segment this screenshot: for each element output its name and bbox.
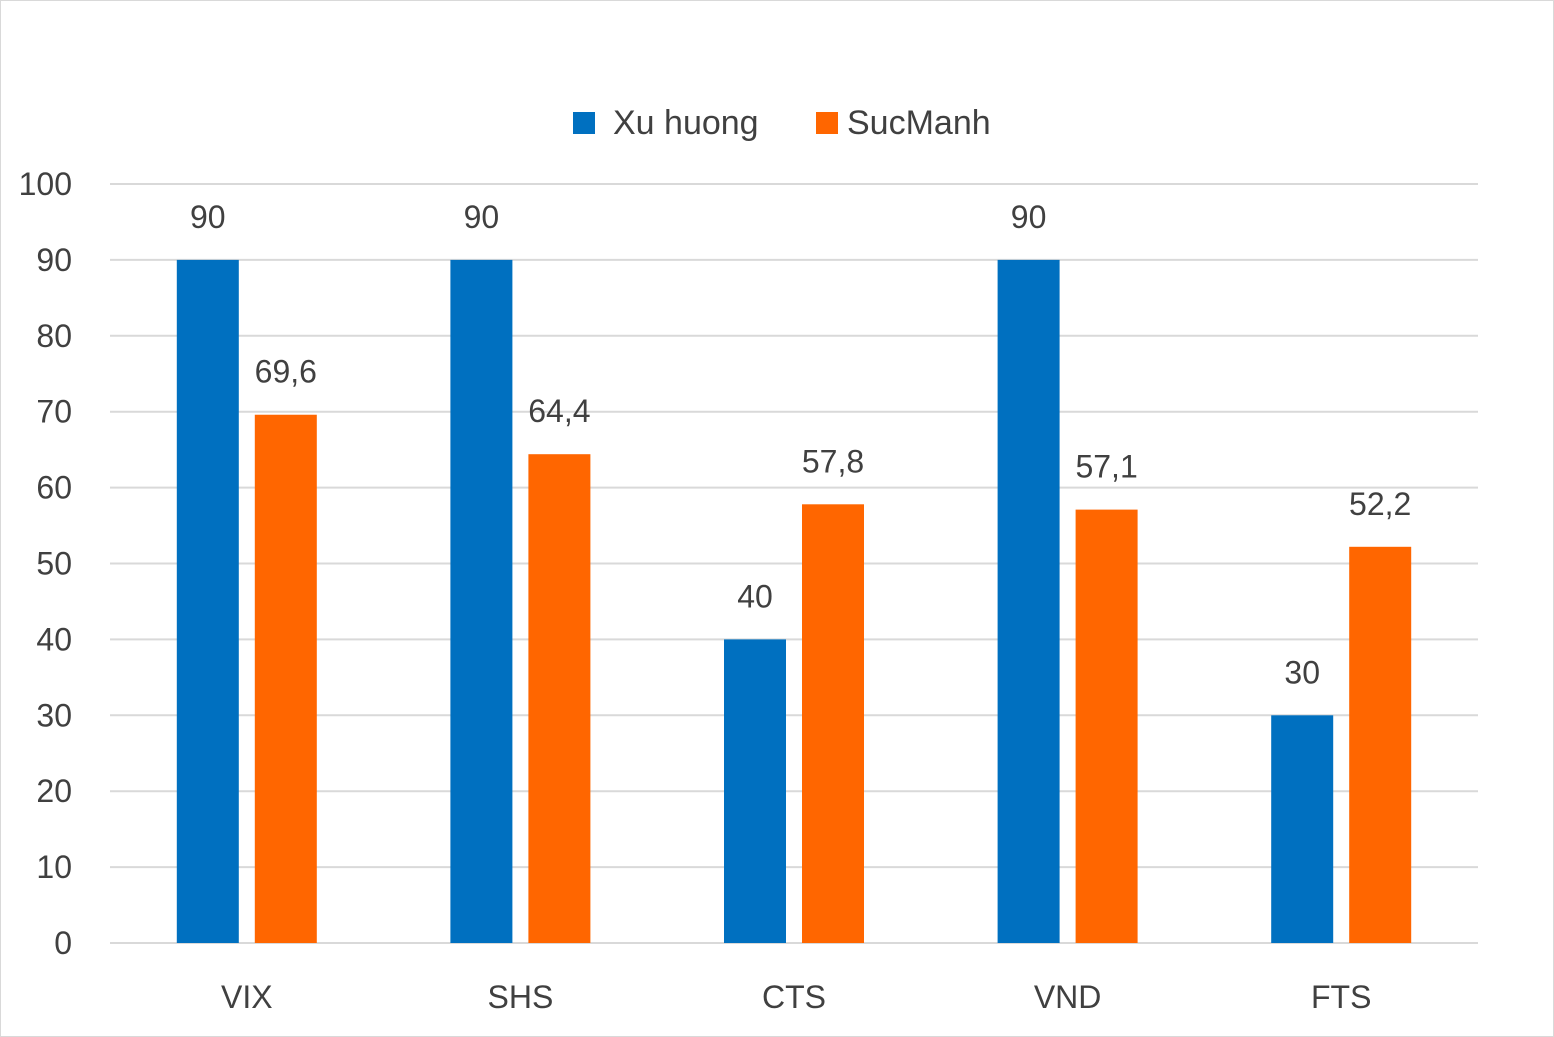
data-label-vix-xu-huong: 90 [190, 199, 226, 235]
gridlines [110, 183, 1478, 944]
y-tick-label-70: 70 [36, 394, 72, 430]
bar-vix-sucmanh [254, 414, 317, 944]
data-label-cts-xu-huong: 40 [737, 578, 773, 614]
legend-swatch-xu-huong [573, 112, 595, 134]
bar-shs-xu-huong [450, 259, 513, 943]
bar-shs-sucmanh [528, 454, 591, 943]
y-tick-label-100: 100 [19, 166, 72, 202]
data-label-vix-sucmanh: 69,6 [255, 354, 317, 390]
legend-label-sucmanh: SucManh [847, 104, 991, 142]
data-label-vnd-xu-huong: 90 [1011, 199, 1047, 235]
data-label-shs-xu-huong: 90 [464, 199, 500, 235]
data-label-vnd-sucmanh: 57,1 [1075, 449, 1137, 485]
y-tick-label-40: 40 [36, 621, 72, 657]
y-axis-tick-labels: 0 10 20 30 40 50 60 70 80 90 100 [19, 166, 72, 961]
data-label-fts-xu-huong: 30 [1284, 654, 1320, 690]
bars [176, 259, 1412, 944]
legend: Xu huong SucManh [573, 104, 991, 142]
bar-cts-sucmanh [802, 504, 864, 943]
bar-vnd-sucmanh [1075, 509, 1138, 943]
y-tick-label-20: 20 [36, 773, 72, 809]
x-axis-category-labels: VIX SHS CTS VND FTS [221, 979, 1371, 1015]
x-tick-label-fts: FTS [1311, 979, 1371, 1015]
x-tick-label-cts: CTS [762, 979, 826, 1015]
legend-label-xu-huong: Xu huong [613, 104, 759, 142]
bar-fts-sucmanh [1349, 546, 1412, 943]
x-tick-label-shs: SHS [488, 979, 554, 1015]
y-tick-label-90: 90 [36, 242, 72, 278]
legend-swatch-sucmanh [816, 112, 838, 134]
data-label-fts-sucmanh: 52,2 [1349, 486, 1411, 522]
y-tick-label-50: 50 [36, 546, 72, 582]
y-tick-label-30: 30 [36, 697, 72, 733]
y-tick-label-80: 80 [36, 318, 72, 354]
y-tick-label-0: 0 [54, 925, 72, 961]
data-label-shs-sucmanh: 64,4 [528, 393, 590, 429]
data-labels: 90 69,6 90 64,4 40 57,8 90 57,1 30 52,2 [190, 199, 1411, 690]
bar-vix-xu-huong [176, 259, 239, 943]
data-label-cts-sucmanh: 57,8 [802, 443, 864, 479]
x-tick-label-vix: VIX [221, 979, 273, 1015]
bar-cts-xu-huong [724, 639, 786, 943]
y-tick-label-10: 10 [36, 849, 72, 885]
y-tick-label-60: 60 [36, 470, 72, 506]
bar-vnd-xu-huong [997, 259, 1060, 943]
x-tick-label-vnd: VND [1034, 979, 1102, 1015]
bar-fts-xu-huong [1271, 715, 1334, 943]
